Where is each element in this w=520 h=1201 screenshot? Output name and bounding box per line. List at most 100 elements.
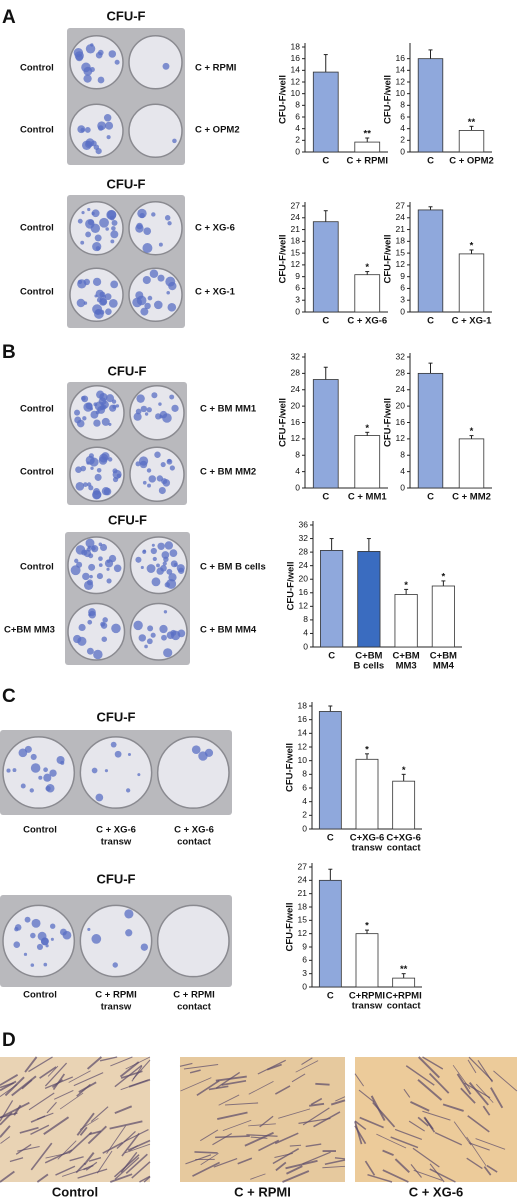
cell xyxy=(46,1101,57,1114)
plate-label: Control xyxy=(20,125,54,136)
colony xyxy=(173,562,178,567)
bar xyxy=(417,372,444,489)
colony xyxy=(106,135,111,140)
cell xyxy=(113,1154,140,1178)
x-tick-label: C + MM1 xyxy=(348,492,388,503)
cell xyxy=(11,1075,37,1097)
bar xyxy=(394,594,418,648)
colony xyxy=(161,634,167,641)
colony xyxy=(124,909,134,919)
cell xyxy=(68,1131,93,1154)
colony xyxy=(96,297,102,303)
cell xyxy=(116,1130,136,1150)
colony xyxy=(162,561,167,566)
colony xyxy=(142,275,151,285)
y-tick-label: 10 xyxy=(298,755,308,765)
y-tick-label: 6 xyxy=(302,782,307,792)
colony xyxy=(88,453,94,459)
cell xyxy=(17,1145,40,1152)
y-tick-label: 0 xyxy=(295,306,300,316)
cell xyxy=(192,1161,220,1177)
y-tick-label: 15 xyxy=(291,247,301,257)
colony xyxy=(43,962,48,967)
cell xyxy=(30,1142,53,1171)
cell xyxy=(358,1089,375,1103)
colony xyxy=(88,610,97,619)
y-tick-label: 2 xyxy=(400,135,405,145)
colony xyxy=(140,565,144,570)
cell xyxy=(429,1168,456,1183)
colony xyxy=(93,488,100,495)
x-tick-label: C+RPMI xyxy=(386,991,422,1002)
colony xyxy=(101,636,108,642)
colony xyxy=(6,768,11,773)
cell xyxy=(429,1163,445,1183)
colony xyxy=(91,767,98,774)
cell xyxy=(460,1087,476,1104)
colony xyxy=(85,402,93,410)
y-tick-label: 9 xyxy=(302,941,307,951)
colony xyxy=(136,222,143,230)
colony xyxy=(85,538,95,548)
colony xyxy=(93,144,100,150)
cell xyxy=(13,1104,22,1116)
significance: * xyxy=(365,744,369,755)
colony xyxy=(164,541,174,550)
cell xyxy=(73,1072,104,1087)
plate-label: contact xyxy=(177,837,212,848)
y-tick-label: 24 xyxy=(291,212,301,222)
well xyxy=(67,602,126,661)
y-axis-label: CFU-F/well xyxy=(383,398,394,447)
y-tick-label: 0 xyxy=(303,641,308,651)
cell xyxy=(272,1148,300,1165)
cell xyxy=(123,1129,149,1143)
significance: * xyxy=(442,571,446,582)
colony xyxy=(160,461,166,468)
colony xyxy=(12,768,17,773)
colony xyxy=(167,221,172,226)
colony xyxy=(85,44,96,54)
cell xyxy=(194,1151,218,1154)
colony xyxy=(169,465,175,471)
cell xyxy=(110,1173,133,1183)
plate-label: C + BM B cells xyxy=(200,562,266,573)
cell xyxy=(21,1079,33,1090)
y-axis-label: CFU-F/well xyxy=(383,75,394,124)
colony xyxy=(90,466,94,470)
colony xyxy=(140,405,148,413)
cell xyxy=(87,1125,107,1145)
well xyxy=(79,736,153,809)
cell xyxy=(413,1169,443,1181)
colony xyxy=(159,624,168,634)
y-tick-label: 27 xyxy=(396,200,406,210)
cell xyxy=(456,1073,472,1095)
colony xyxy=(105,121,114,130)
cell xyxy=(4,1076,25,1097)
colony xyxy=(13,941,21,948)
y-tick-label: 27 xyxy=(298,861,308,871)
cell xyxy=(44,1076,74,1089)
colony xyxy=(151,392,158,399)
colony xyxy=(100,622,108,629)
colony xyxy=(110,230,119,239)
colony xyxy=(106,567,110,571)
plate-title: CFU-F xyxy=(108,363,147,378)
cell xyxy=(418,1056,440,1079)
colony xyxy=(77,125,86,134)
x-tick-label: C xyxy=(427,316,434,327)
significance: ** xyxy=(400,964,408,975)
cell xyxy=(0,1125,11,1138)
y-tick-label: 16 xyxy=(396,417,406,427)
cell xyxy=(68,1070,91,1083)
cell xyxy=(215,1075,247,1082)
cell xyxy=(53,1089,74,1100)
cell xyxy=(403,1088,411,1098)
colony xyxy=(96,467,102,473)
colony xyxy=(146,468,152,473)
plate-label: Control xyxy=(23,990,57,1001)
colony xyxy=(133,412,142,421)
cell xyxy=(422,1056,444,1070)
cell xyxy=(131,1065,143,1082)
bar xyxy=(458,130,485,153)
cell xyxy=(394,1158,410,1174)
